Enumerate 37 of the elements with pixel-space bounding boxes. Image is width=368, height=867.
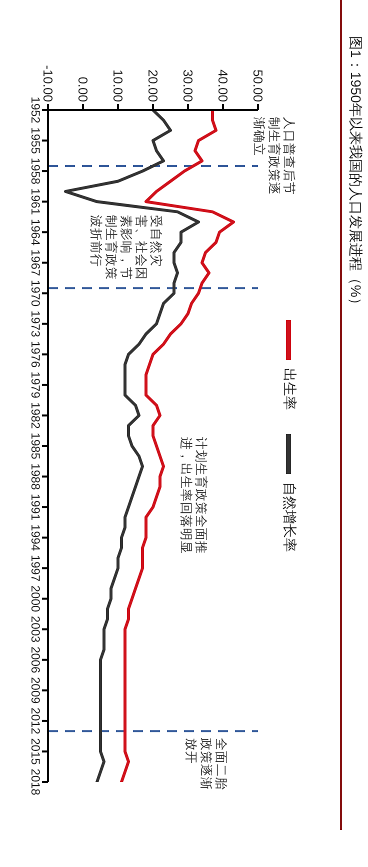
x-tick-label: -10.00 — [40, 65, 56, 102]
y-tick-label: 1979 — [28, 372, 42, 399]
y-tick-label: 2006 — [28, 646, 42, 674]
x-tick-label: 50.00 — [250, 69, 266, 102]
y-tick-label: 1967 — [28, 249, 42, 276]
y-tick-label: 1961 — [28, 188, 42, 216]
annotation: 受自然灾害、社会因素影响，节制生育政策波折前行 — [88, 215, 163, 282]
y-tick-label: 1955 — [28, 127, 42, 154]
y-tick-label: 1976 — [28, 341, 42, 368]
text: 图1：1950年以来我国的人口发展进程（%） — [347, 36, 364, 312]
annotation: 计划生育政策全面推进，出生率回落明显 — [178, 437, 208, 556]
text: 出生率 — [281, 368, 298, 410]
y-tick-label: 1958 — [28, 158, 42, 185]
y-tick-label: 1991 — [28, 494, 42, 521]
x-tick-label: 20.00 — [145, 69, 160, 102]
text: 自然增长率 — [281, 482, 298, 552]
y-tick-label: 2012 — [28, 708, 42, 735]
y-tick-label: 1994 — [28, 524, 42, 552]
y-tick-label: 2018 — [28, 768, 42, 796]
y-tick-label: 2003 — [28, 616, 42, 643]
y-tick-label: 1970 — [28, 280, 42, 307]
y-tick-label: 1988 — [28, 463, 42, 490]
y-tick-label: 2015 — [28, 738, 42, 766]
annotation: 全面二胎政策逐渐放开 — [183, 738, 228, 792]
y-tick-label: 1982 — [28, 402, 42, 430]
y-tick-label: 1985 — [28, 432, 42, 460]
x-tick-label: 0.00 — [75, 76, 90, 102]
annotation: 人口普查后节制生育政策逐渐确立 — [251, 117, 296, 197]
y-tick-label: 2009 — [28, 677, 42, 704]
y-tick-label: 1952 — [28, 96, 42, 124]
y-tick-label: 2000 — [28, 585, 42, 612]
x-tick-label: 30.00 — [180, 69, 196, 102]
x-tick-label: 40.00 — [215, 69, 230, 102]
y-tick-label: 1964 — [28, 218, 42, 246]
y-tick-label: 1997 — [28, 554, 42, 582]
x-tick-label: 10.00 — [110, 69, 126, 102]
y-tick-label: 1973 — [28, 310, 42, 338]
